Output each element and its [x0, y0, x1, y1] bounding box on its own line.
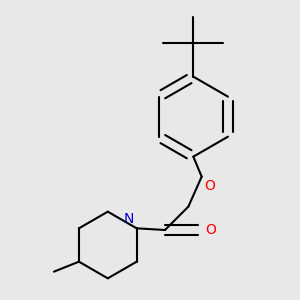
Text: O: O [204, 179, 215, 193]
Text: O: O [206, 223, 217, 237]
Text: N: N [124, 212, 134, 226]
